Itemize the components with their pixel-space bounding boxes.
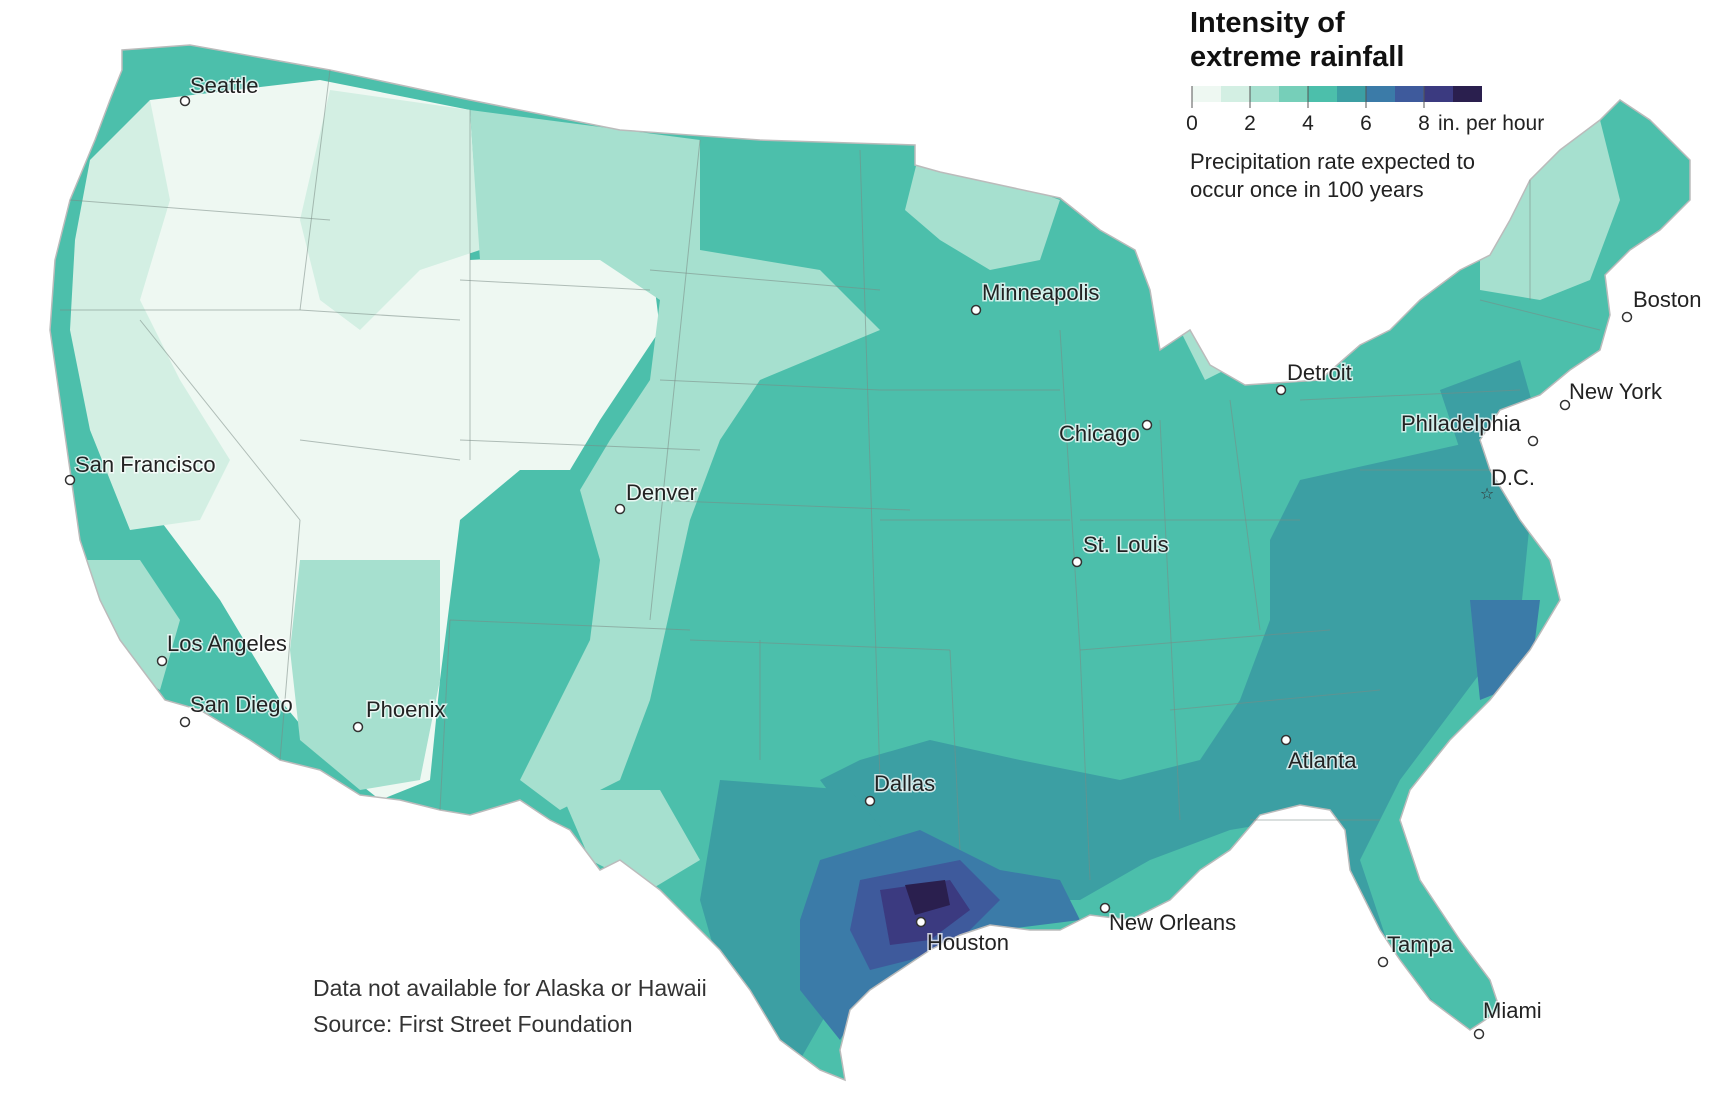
- city-marker-san-francisco: [64, 474, 76, 486]
- city-marker-philadelphia: [1527, 435, 1539, 447]
- legend-swatch: [1395, 86, 1424, 102]
- zone-west-texas-pale: [560, 790, 700, 890]
- city-label-seattle: Seattle: [190, 73, 259, 98]
- legend-unit-label: in. per hour: [1438, 112, 1544, 135]
- city-marker-san-diego: [179, 716, 191, 728]
- city-label-minneapolis: Minneapolis: [982, 280, 1099, 305]
- city-label-detroit: Detroit: [1287, 360, 1352, 385]
- zone-mountain-light: [300, 90, 480, 330]
- zone-new-england-pale: [1480, 120, 1620, 300]
- city-label-phoenix: Phoenix: [366, 697, 446, 722]
- city-label-new-york: New York: [1569, 379, 1663, 404]
- legend-tick-label: 2: [1244, 112, 1256, 135]
- zone-houston-darkest: [905, 880, 950, 915]
- legend-tick-label: 6: [1360, 112, 1372, 135]
- city-label-miami: Miami: [1483, 998, 1542, 1023]
- legend-swatch: [1366, 86, 1395, 102]
- city-marker-minneapolis: [970, 304, 982, 316]
- city-marker-new-york: [1559, 399, 1571, 411]
- legend-tick-label: 4: [1302, 112, 1314, 135]
- zone-southeast-teal: [820, 440, 1530, 1010]
- city-label-new-orleans: New Orleans: [1109, 910, 1236, 935]
- legend-swatch: [1424, 86, 1453, 102]
- city-label-dallas: Dallas: [874, 771, 935, 796]
- zone-southwest-pale: [290, 560, 440, 790]
- city-marker-seattle: [179, 95, 191, 107]
- footnote-source: Source: First Street Foundation: [313, 1011, 633, 1037]
- city-label-denver: Denver: [626, 480, 697, 505]
- city-label-tampa: Tampa: [1387, 932, 1454, 957]
- legend-title: Intensity of extreme rainfall: [1190, 6, 1490, 74]
- city-label-atlanta: Atlanta: [1288, 748, 1357, 773]
- city-marker-detroit: [1275, 384, 1287, 396]
- capital-star-icon: ☆: [1480, 484, 1494, 503]
- city-label-san-diego: San Diego: [190, 692, 293, 717]
- city-label-houston: Houston: [927, 930, 1009, 955]
- city-marker-tampa: [1377, 956, 1389, 968]
- legend-swatch: [1337, 86, 1366, 102]
- city-marker-los-angeles: [156, 655, 168, 667]
- city-label-san-francisco: San Francisco: [75, 452, 216, 477]
- state-borders: [60, 69, 1601, 881]
- city-label-philadelphia: Philadelphia: [1401, 411, 1522, 436]
- city-marker-st-louis: [1071, 556, 1083, 568]
- city-marker-chicago: [1141, 419, 1153, 431]
- city-label-d-c: D.C.: [1491, 465, 1535, 490]
- city-marker-boston: [1621, 311, 1633, 323]
- legend-description: Precipitation rate expected to occur onc…: [1190, 148, 1530, 204]
- city-marker-atlanta: [1280, 734, 1292, 746]
- legend-swatch: [1192, 86, 1221, 102]
- city-label-st-louis: St. Louis: [1083, 532, 1169, 557]
- legend-swatch: [1221, 86, 1250, 102]
- legend-swatch: [1453, 86, 1482, 102]
- legend-swatch: [1279, 86, 1308, 102]
- footnote-data-availability: Data not available for Alaska or Hawaii: [313, 975, 707, 1001]
- legend-scale: 0 2 4 6 8 in. per hour: [1186, 86, 1544, 135]
- city-marker-houston: [915, 916, 927, 928]
- zone-west-pale: [470, 110, 880, 810]
- city-marker-miami: [1473, 1028, 1485, 1040]
- city-label-chicago: Chicago: [1059, 421, 1140, 446]
- legend-title-line2: extreme rainfall: [1190, 41, 1405, 73]
- legend-tick-label: 8: [1418, 112, 1430, 135]
- legend-title-line1: Intensity of: [1190, 7, 1345, 39]
- city-marker-new-orleans: [1099, 902, 1111, 914]
- city-label-los-angeles: Los Angeles: [167, 631, 287, 656]
- city-label-boston: Boston: [1633, 287, 1702, 312]
- legend-swatch: [1250, 86, 1279, 102]
- zone-northern-lakes-pale: [905, 150, 1060, 270]
- zone-west-light: [70, 100, 230, 530]
- legend-description-line1: Precipitation rate expected to: [1190, 149, 1475, 174]
- city-marker-dallas: [864, 795, 876, 807]
- city-layer: Seattle San Francisco Los Angeles San Diego…: [64, 72, 1703, 1040]
- legend-swatch: [1308, 86, 1337, 102]
- legend-description-line2: occur once in 100 years: [1190, 177, 1424, 202]
- legend-tick-label: 0: [1186, 112, 1198, 135]
- city-marker-phoenix: [352, 721, 364, 733]
- city-marker-denver: [614, 503, 626, 515]
